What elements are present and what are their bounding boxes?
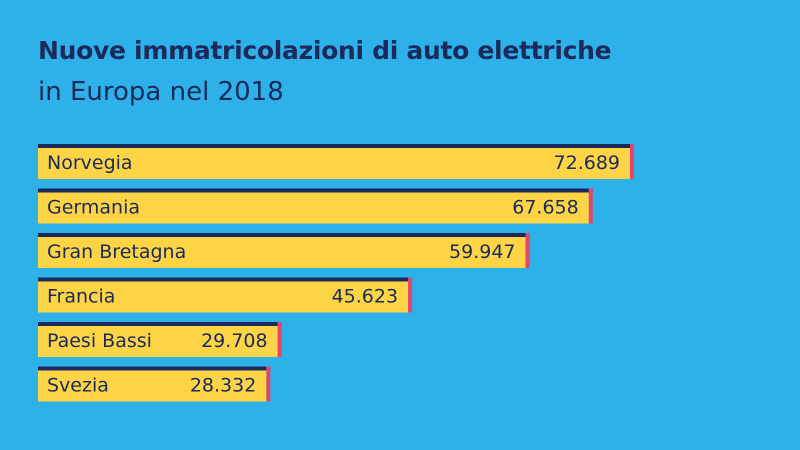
bar-side-edge [266,366,271,402]
category-label: Germania [47,197,140,219]
bar-side-edge [630,144,634,179]
bar [38,237,526,268]
bar-top-edge [38,366,271,371]
bar-top-edge [38,188,593,193]
value-label: 29.708 [201,330,267,352]
value-label: 72.689 [554,152,620,174]
category-label: Gran Bretagna [47,241,186,263]
category-label: Paesi Bassi [47,330,152,352]
bar-side-edge [525,233,530,268]
bar [38,148,630,179]
bar [38,281,409,313]
bar [38,370,267,402]
bar-top-edge [38,144,634,148]
bar-top-edge [38,233,530,237]
bar-top-edge [38,277,413,282]
category-label: Svezia [47,375,109,397]
bar [38,192,589,224]
category-label: Norvegia [47,152,133,174]
chart-title: Nuove immatricolazioni di auto elettrich… [38,36,612,65]
bar-top-edge [38,322,282,326]
value-label: 28.332 [190,375,256,397]
value-label: 67.658 [512,197,578,219]
category-label: Francia [47,286,115,308]
value-label: 59.947 [449,241,515,263]
chart-subtitle: in Europa nel 2018 [38,77,284,107]
bar [38,326,278,357]
bar-side-edge [277,322,282,357]
bar-side-edge [408,277,413,313]
bar-side-edge [588,188,593,224]
value-label: 45.623 [332,286,398,308]
